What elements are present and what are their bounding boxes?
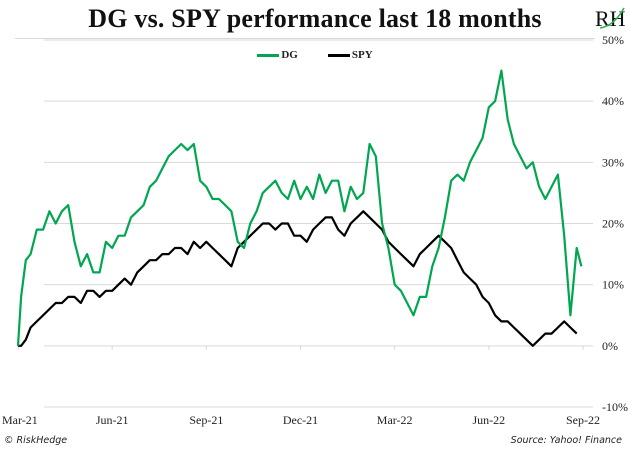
x-tick-label: Dec-21	[283, 413, 318, 427]
legend-item-spy: SPY	[327, 49, 373, 61]
series-line-spy	[18, 210, 578, 347]
series-line-dg	[16, 69, 583, 346]
x-tick-label: Mar-22	[377, 413, 413, 427]
y-tick-label: 30%	[602, 155, 624, 169]
x-tick-label: Jun-22	[472, 413, 505, 427]
y-tick-label: 0%	[602, 339, 618, 353]
legend-item-dg: DG	[257, 49, 298, 61]
x-tick-label: Sep-21	[189, 413, 223, 427]
chart-title: DG vs. SPY performance last 18 months	[88, 4, 542, 33]
y-tick-label: 50%	[602, 33, 624, 47]
legend-label-dg: DG	[281, 49, 298, 61]
y-tick-label: 20%	[602, 217, 624, 231]
chart-legend: DG SPY	[0, 49, 630, 61]
title-divider	[15, 38, 595, 39]
y-tick-label: -10%	[602, 400, 628, 414]
copyright-note: © RiskHedge	[4, 435, 68, 446]
x-tick-label: Sep-22	[566, 413, 600, 427]
logo-lettering: RH	[595, 6, 626, 31]
legend-swatch-spy	[327, 53, 350, 57]
y-tick-label: 40%	[602, 94, 624, 108]
legend-swatch-dg	[257, 53, 280, 57]
riskhedge-logo: RH	[595, 6, 626, 31]
source-note: Source: Yahoo! Finance	[510, 435, 622, 446]
legend-label-spy: SPY	[351, 49, 373, 61]
x-tick-label: Jun-21	[96, 413, 129, 427]
x-tick-label: Mar-21	[2, 413, 38, 427]
logo-swoosh-icon	[599, 7, 625, 29]
y-tick-label: 10%	[602, 278, 624, 292]
